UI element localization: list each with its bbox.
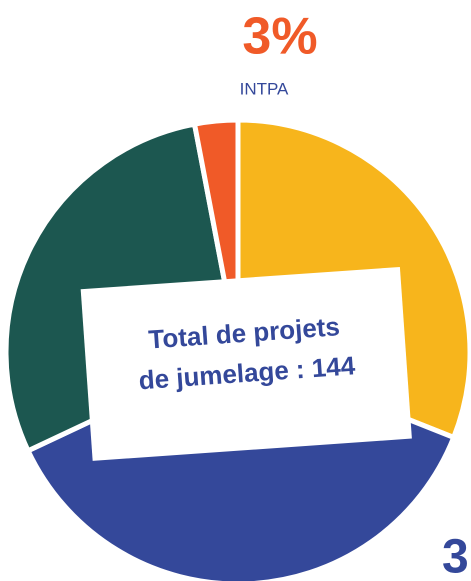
center-box-bg (80, 266, 412, 461)
category-label: INTPA (240, 79, 289, 98)
annotation: 3 (442, 531, 469, 581)
data-label: 3% (242, 8, 317, 66)
center-box: Total de projets de jumelage : 144 (80, 266, 412, 461)
